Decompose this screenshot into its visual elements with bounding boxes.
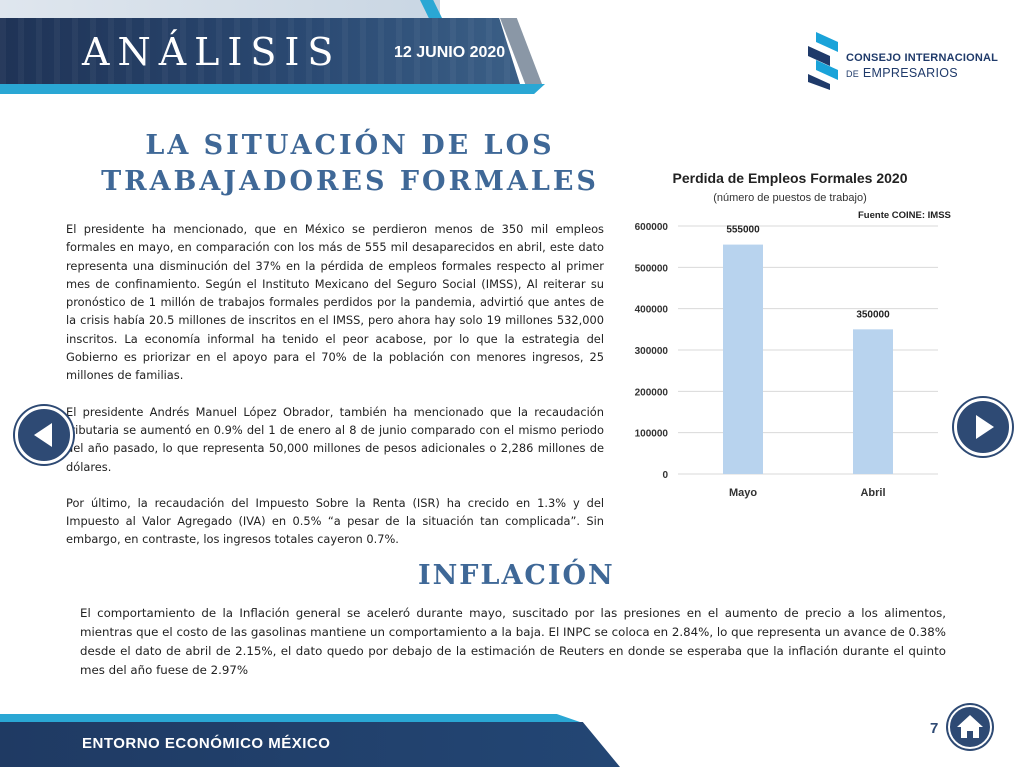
header-title: ANÁLISIS	[82, 30, 342, 74]
footer-band	[0, 722, 620, 767]
section-title-line1: LA SITUACIÓN DE LOS	[145, 130, 555, 161]
y-tick-label: 0	[662, 470, 668, 481]
bar-mayo	[723, 244, 763, 474]
inflation-body: El comportamiento de la Inflación genera…	[80, 606, 946, 677]
chart-subtitle: (número de puestos de trabajo)	[713, 192, 867, 204]
y-tick-label: 200000	[635, 387, 669, 398]
data-label: 555000	[726, 225, 760, 236]
home-icon	[957, 715, 983, 738]
paragraph: El presidente Andrés Manuel López Obrado…	[66, 404, 604, 474]
header-top-strip	[0, 0, 440, 18]
x-tick-label: Mayo	[729, 487, 757, 499]
arrow-right-icon	[976, 415, 994, 439]
section-body: El presidente ha mencionado, que en Méxi…	[66, 220, 604, 567]
logo-line2-main: EMPRESARIOS	[862, 66, 958, 80]
logo-line2: DE EMPRESARIOS	[846, 66, 958, 80]
header-banner: ANÁLISIS 12 JUNIO 2020	[0, 0, 1024, 100]
logo: CONSEJO INTERNACIONAL DE EMPRESARIOS	[806, 32, 998, 92]
chart-plot: 0 100000 200000 300000 400000 500000 600000 555…	[635, 222, 938, 499]
y-tick-label: 400000	[635, 305, 669, 316]
arrow-left-icon	[34, 423, 52, 447]
page-number: 7	[930, 720, 939, 737]
logo-line2-prefix: DE	[846, 69, 860, 79]
logo-mark-icon	[808, 32, 838, 90]
x-tick-label: Abril	[860, 487, 885, 499]
footer-cyan-stripe	[0, 714, 580, 722]
inflation-title: INFLACIÓN	[418, 560, 615, 591]
chart-source: Fuente COINE: IMSS	[858, 210, 951, 221]
y-tick-label: 500000	[635, 263, 669, 274]
header-band	[0, 18, 520, 84]
logo-line1: CONSEJO INTERNACIONAL	[846, 52, 999, 64]
header-date: 12 JUNIO 2020	[394, 44, 506, 61]
next-page-button[interactable]	[954, 398, 1012, 456]
paragraph: Por último, la recaudación del Impuesto …	[66, 495, 604, 547]
chart-title: Perdida de Empleos Formales 2020	[672, 170, 908, 186]
y-tick-label: 600000	[635, 222, 669, 233]
header-cyan-stripe	[0, 84, 545, 94]
jobs-loss-chart: Perdida de Empleos Formales 2020 (número…	[620, 164, 960, 514]
home-button[interactable]	[948, 705, 992, 749]
data-label: 350000	[856, 309, 890, 320]
y-tick-label: 300000	[635, 346, 669, 357]
y-tick-label: 100000	[635, 429, 669, 440]
bar-abril	[853, 329, 893, 474]
previous-page-button[interactable]	[15, 406, 73, 464]
paragraph: El presidente ha mencionado, que en Méxi…	[66, 222, 604, 383]
footer-text: ENTORNO ECONÓMICO MÉXICO	[82, 735, 331, 752]
section-title-line2: TRABAJADORES FORMALES	[101, 166, 599, 197]
